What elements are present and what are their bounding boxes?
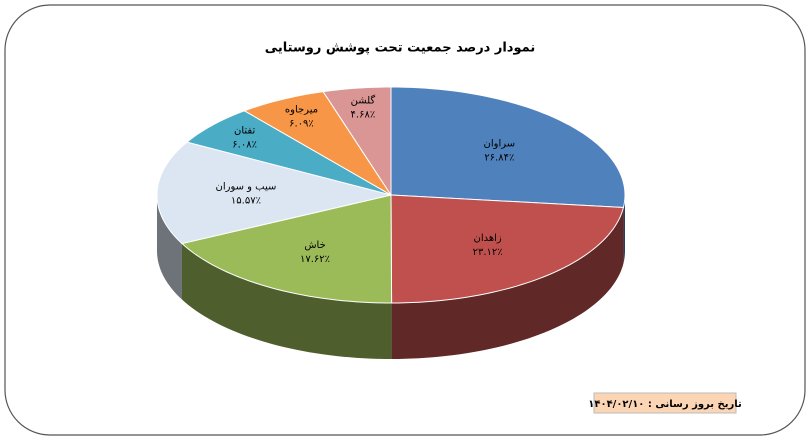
slice [390,86,626,208]
slice-value-label: ۶.۰۹٪ [289,119,314,130]
slice-side [623,195,625,264]
slice [390,194,625,304]
slice-label: خاش [304,240,325,251]
slice [156,141,392,245]
slice-label: سیب و سوران [216,181,277,192]
slice-side [157,195,182,300]
slice-value-label: ۲۶.۸۴٪ [484,152,514,163]
slice-label: زاهدان [473,233,501,244]
slice-side [181,243,392,359]
slice-label: گلشن [351,94,376,106]
slice-label: سراوان [484,138,516,149]
slice [185,110,392,196]
pie [156,86,626,359]
slice-value-label: ۱۵.۵۷٪ [231,195,261,206]
slice-label: میرجاوه [285,105,318,116]
slice-label: تفتان [234,126,255,137]
slice-value-label: ۲۳.۱۲٪ [473,247,503,258]
footer-note: تاریخ بروز رسانی : ۱۴۰۴/۰۲/۱۰ [588,399,742,410]
slice-value-label: ۴.۶۸٪ [351,109,376,120]
slice-value-label: ۱۷.۶۲٪ [300,254,330,265]
slice [180,194,393,304]
footer-box [593,392,737,414]
slice-side [391,207,624,359]
slice-value-label: ۶.۰۸٪ [232,140,257,151]
slice [243,91,392,196]
slice [322,86,392,197]
chart-title: نمودار درصد جمعیت تحت پوشش روستایی [265,41,535,56]
